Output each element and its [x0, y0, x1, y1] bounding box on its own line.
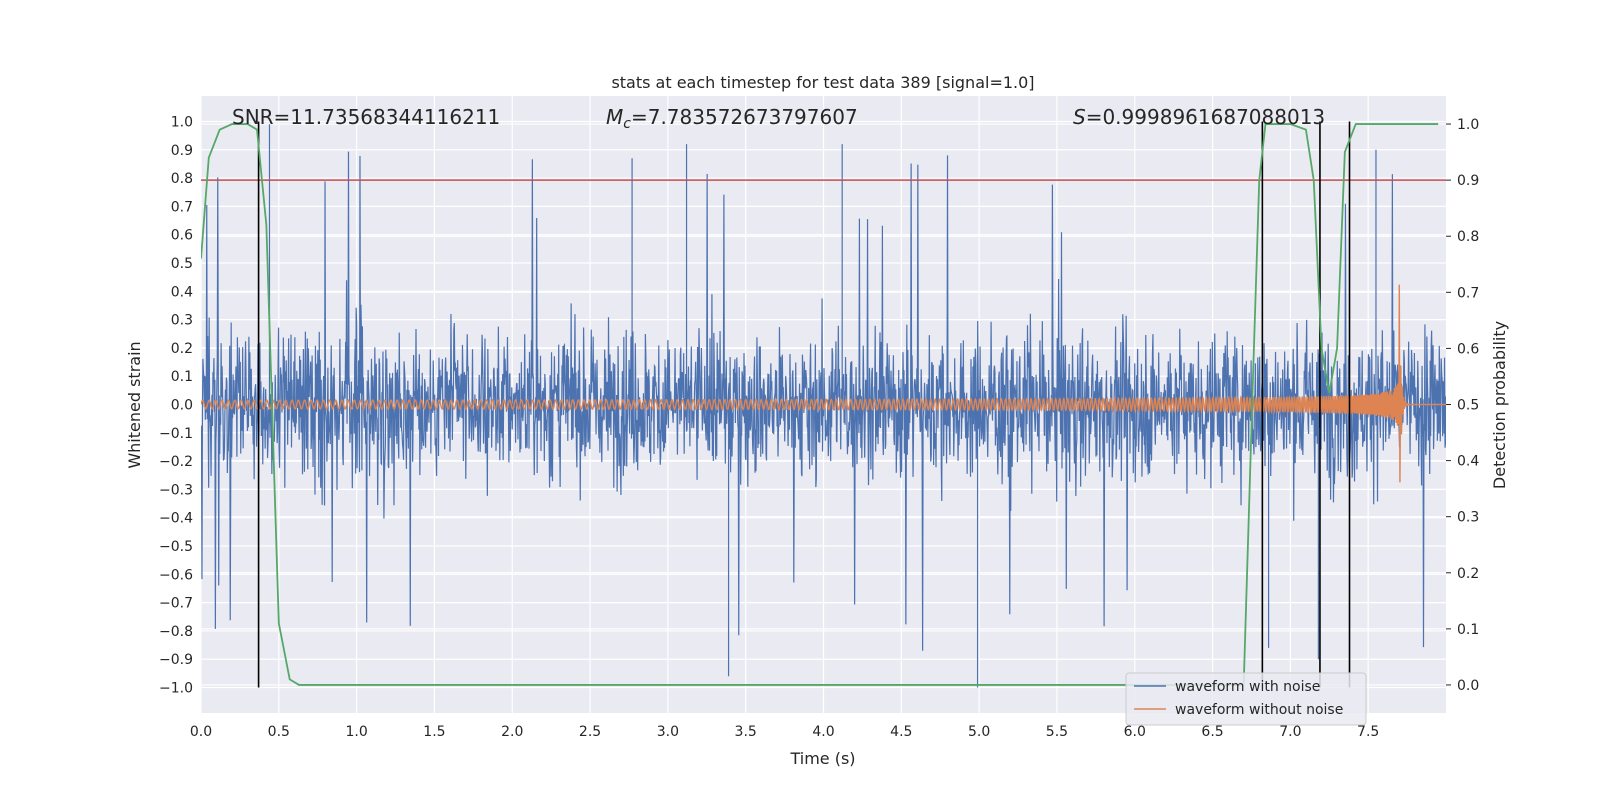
- y-tick-label-left: −0.5: [159, 539, 193, 555]
- y-tick-label-left: 0.6: [171, 228, 193, 244]
- y-tick-label-right: 0.0: [1457, 678, 1479, 694]
- x-tick-label: 5.5: [1046, 724, 1068, 740]
- y-axis-right-label: Detection probability: [1490, 321, 1509, 489]
- y-axis-left-label: Whitened strain: [125, 341, 144, 468]
- y-tick-label-left: −1.0: [159, 681, 193, 697]
- x-tick-label: 2.5: [579, 724, 601, 740]
- y-tick-label-right: 0.3: [1457, 510, 1479, 526]
- y-tick-label-left: 0.0: [171, 398, 193, 414]
- legend: waveform with noise waveform without noi…: [1125, 672, 1367, 726]
- x-tick-label: 7.5: [1357, 724, 1379, 740]
- x-axis: 0.0 0.5 1.0 1.5 2.0 2.5 3.0 3.5 4.0 4.5 5.0 5.5 6.0 6…: [190, 724, 1379, 740]
- legend-label-noisy: waveform with noise: [1175, 679, 1320, 695]
- x-tick-label: 2.0: [501, 724, 523, 740]
- x-tick-label: 1.5: [423, 724, 445, 740]
- legend-box: [1125, 672, 1367, 726]
- x-tick-label: 6.0: [1124, 724, 1146, 740]
- y-tick-label-left: −0.4: [159, 511, 193, 527]
- s-symbol: S: [1073, 105, 1086, 129]
- series-waveform-with-noise: [201, 124, 1446, 688]
- y-tick-label-left: −0.8: [159, 624, 193, 640]
- x-tick-label: 1.0: [345, 724, 367, 740]
- x-tick-label: 3.5: [735, 724, 757, 740]
- x-tick-label: 0.5: [268, 724, 290, 740]
- y-tick-label-right: 0.2: [1457, 566, 1479, 582]
- chirp-mass-value: =7.783572673797607: [631, 105, 858, 129]
- y-tick-label-left: 0.9: [171, 143, 193, 159]
- y-tick-label-left: 0.8: [171, 171, 193, 187]
- x-tick-label: 5.0: [968, 724, 990, 740]
- y-tick-label-left: 0.3: [171, 313, 193, 329]
- y-tick-label-left: 0.7: [171, 199, 193, 215]
- y-tick-label-right: 0.1: [1457, 622, 1479, 638]
- y-tick-label-right: 0.4: [1457, 454, 1479, 470]
- y-tick-label-right: 0.8: [1457, 229, 1479, 245]
- y-tick-label-right: 0.5: [1457, 398, 1479, 414]
- s-value: =0.9998961687088013: [1086, 105, 1325, 129]
- x-tick-label: 6.5: [1201, 724, 1223, 740]
- x-axis-label: Time (s): [789, 749, 855, 768]
- x-tick-label: 7.0: [1279, 724, 1301, 740]
- y-axis-left: 1.0 0.9 0.8 0.7 0.6 0.5 0.4 0.3 0.2 0.1 0.0 −0.1 −0.…: [159, 114, 193, 696]
- y-tick-label-left: 0.1: [171, 369, 193, 385]
- series-waveform-without-noise: [201, 284, 1446, 483]
- x-tick-label: 0.0: [190, 724, 212, 740]
- snr-annotation: SNR=11.73568344116211: [232, 105, 500, 129]
- y-tick-label-right: 0.6: [1457, 341, 1479, 357]
- legend-label-clean: waveform without noise: [1175, 702, 1343, 718]
- y-tick-label-left: 0.2: [171, 341, 193, 357]
- y-tick-label-left: 0.5: [171, 256, 193, 272]
- y-axis-right: 1.0 0.9 0.8 0.7 0.6 0.5 0.4 0.3 0.2 0.1 0.0: [1446, 117, 1479, 694]
- y-tick-label-right: 0.7: [1457, 285, 1479, 301]
- y-tick-label-right: 0.9: [1457, 173, 1479, 189]
- x-tick-label: 4.5: [890, 724, 912, 740]
- y-tick-label-left: −0.2: [159, 454, 193, 470]
- y-tick-label-left: −0.1: [159, 426, 193, 442]
- chirp-mass-subscript: c: [623, 116, 631, 132]
- s-annotation: S=0.9998961687088013: [1073, 105, 1325, 129]
- chart-title: stats at each timestep for test data 389…: [611, 73, 1034, 92]
- y-tick-label-left: 1.0: [171, 114, 193, 130]
- y-tick-label-left: 0.4: [171, 284, 193, 300]
- y-tick-label-left: −0.3: [159, 482, 193, 498]
- y-tick-label-left: −0.9: [159, 652, 193, 668]
- x-tick-label: 4.0: [812, 724, 834, 740]
- y-tick-label-left: −0.7: [159, 596, 193, 612]
- chirp-mass-symbol: M: [606, 105, 623, 129]
- y-tick-label-left: −0.6: [159, 567, 193, 583]
- chirp-mass-annotation: Mc=7.783572673797607: [606, 105, 858, 132]
- y-tick-label-right: 1.0: [1457, 117, 1479, 133]
- x-tick-label: 3.0: [657, 724, 679, 740]
